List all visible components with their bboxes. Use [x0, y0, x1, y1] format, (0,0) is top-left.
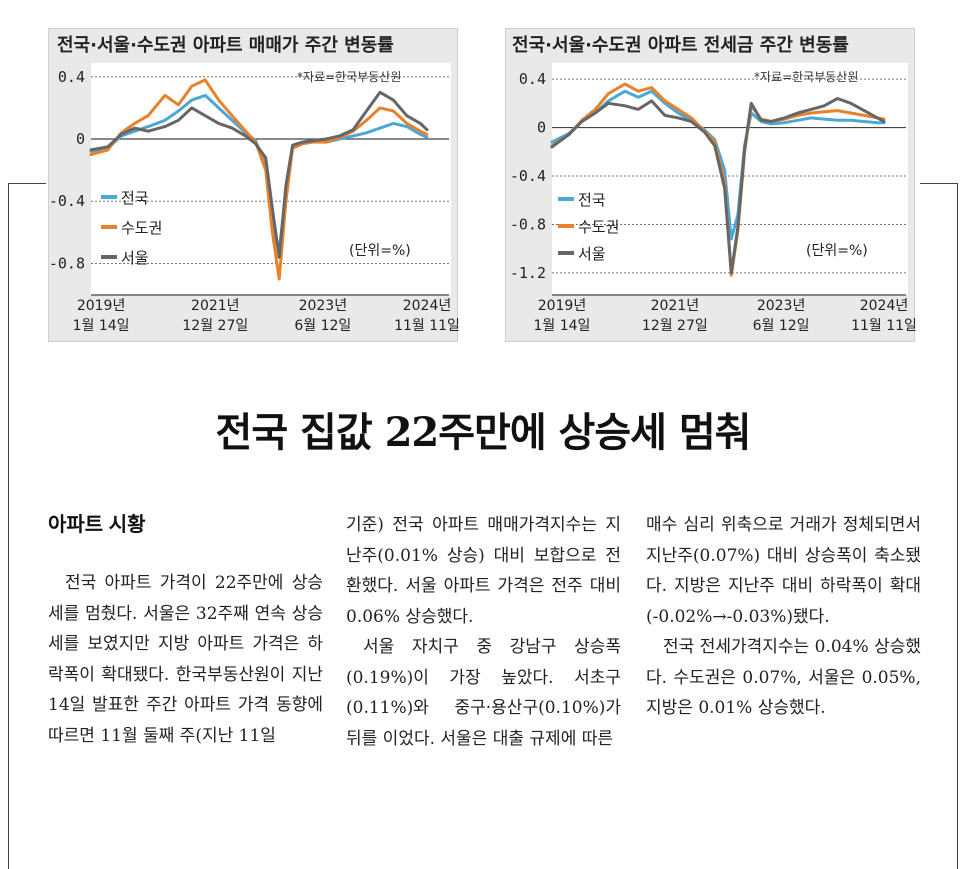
- plot-area: [91, 63, 451, 295]
- x-tick-label: 1월 14일: [533, 318, 590, 334]
- series-line-seoul: [550, 97, 886, 275]
- x-tick-label: 2021년: [191, 298, 240, 314]
- chart-title: 전국·서울·수도권 아파트 매매가 주간 변동률: [57, 35, 394, 56]
- legend-label-seoul: 서울: [578, 245, 606, 263]
- article-headline: 전국 집값 22주만에 상승세 멈춰: [215, 409, 752, 456]
- frame-line-left: [8, 183, 9, 869]
- x-tick-label: 2019년: [77, 298, 126, 314]
- article-paragraph: 매수 심리 위축으로 거래가 정체되면서 지난주(0.07%) 대비 상승폭이 …: [646, 515, 921, 627]
- legend-label-capital: 수도권: [121, 219, 162, 237]
- article-column-2: 기준) 전국 아파트 매매가격지수는 지난주(0.01% 상승) 대비 보합으로…: [346, 510, 621, 754]
- x-tick-label: 2023년: [299, 298, 348, 314]
- article-paragraph: 서울 자치구 중 강남구 상승폭(0.19%)이 가장 높았다. 서초구(0.1…: [346, 637, 621, 749]
- legend: 전국 수도권 서울: [101, 189, 162, 267]
- series-line-capital: [550, 82, 886, 277]
- y-tick-label: -1.2: [510, 264, 546, 282]
- unit-label: (단위=%): [806, 243, 868, 259]
- jeonse-price-chart-svg: 전국·서울·수도권 아파트 전세금 주간 변동률 0.4 0 -0.4 -0.8 -1.…: [510, 35, 916, 334]
- source-note: *자료=한국부동산원: [297, 70, 401, 84]
- y-tick-label: -0.4: [510, 167, 546, 185]
- x-tick-label: 6월 12일: [753, 318, 810, 334]
- jeonse-price-chart: 전국·서울·수도권 아파트 전세금 주간 변동률 0.4 0 -0.4 -0.8 -1.…: [505, 28, 916, 342]
- y-tick-label: 0: [76, 130, 85, 148]
- source-note: *자료=한국부동산원: [754, 70, 858, 84]
- y-tick-label: -0.8: [510, 215, 546, 233]
- legend: 전국 수도권 서울: [558, 191, 619, 263]
- sale-price-chart-svg: 전국·서울·수도권 아파트 매매가 주간 변동률 0.4 0 -0.4 -0.8 20…: [49, 35, 459, 334]
- x-tick-label: 2024년: [860, 298, 909, 314]
- frame-line-left-top: [8, 183, 46, 184]
- chart-title: 전국·서울·수도권 아파트 전세금 주간 변동률: [512, 35, 849, 56]
- article-paragraph: 전국 아파트 가격이 22주만에 상승세를 멈췄다. 서울은 32주째 연속 상…: [48, 573, 323, 746]
- frame-line-right: [957, 183, 958, 869]
- x-tick-label: 2023년: [757, 298, 806, 314]
- x-tick-label: 12월 27일: [182, 318, 248, 334]
- sale-price-chart: 전국·서울·수도권 아파트 매매가 주간 변동률 0.4 0 -0.4 -0.8 20…: [48, 28, 459, 342]
- legend-label-nation: 전국: [121, 189, 149, 207]
- section-title: 아파트 시황: [48, 514, 146, 536]
- y-tick-label: 0.4: [58, 68, 85, 86]
- article-column-1: 아파트 시황 전국 아파트 가격이 22주만에 상승세를 멈췄다. 서울은 32…: [48, 510, 323, 751]
- legend-label-seoul: 서울: [121, 249, 149, 267]
- x-tick-label: 2024년: [403, 298, 452, 314]
- x-tick-label: 12월 27일: [642, 318, 708, 334]
- x-tick-label: 2019년: [538, 298, 587, 314]
- series-line-seoul: [89, 90, 429, 259]
- y-tick-label: -0.8: [49, 254, 85, 272]
- x-tick-label: 11월 11일: [851, 318, 916, 334]
- x-tick-label: 6월 12일: [294, 318, 351, 334]
- frame-line-right-top: [920, 183, 958, 184]
- x-tick-label: 2021년: [651, 298, 700, 314]
- series-line-capital: [89, 78, 429, 281]
- unit-label: (단위=%): [349, 243, 411, 259]
- legend-label-nation: 전국: [578, 191, 606, 209]
- y-tick-label: 0: [537, 119, 546, 137]
- y-tick-label: -0.4: [49, 192, 85, 210]
- article-column-3: 매수 심리 위축으로 거래가 정체되면서 지난주(0.07%) 대비 상승폭이 …: [646, 510, 921, 724]
- x-tick-label: 1월 14일: [73, 318, 130, 334]
- y-tick-label: 0.4: [519, 70, 546, 88]
- x-tick-label: 11월 11일: [394, 318, 459, 334]
- legend-label-capital: 수도권: [578, 218, 619, 236]
- article-paragraph: 기준) 전국 아파트 매매가격지수는 지난주(0.01% 상승) 대비 보합으로…: [346, 515, 621, 627]
- article-paragraph: 전국 전세가격지수는 0.04% 상승했다. 수도권은 0.07%, 서울은 0…: [646, 637, 921, 718]
- series-line-nation: [550, 89, 886, 241]
